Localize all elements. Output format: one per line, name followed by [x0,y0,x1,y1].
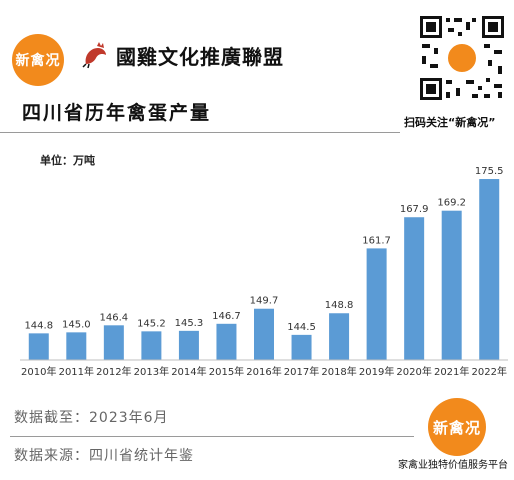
value-label: 145.3 [175,318,204,329]
value-label: 145.2 [137,318,166,329]
value-label: 146.4 [100,312,129,323]
brand-logo-badge: 新禽况 [12,34,64,86]
value-label: 144.5 [287,322,316,333]
x-tick-label: 2013年 [134,365,169,378]
x-tick-label: 2022年 [472,365,507,378]
value-labels: 144.8 145.0 146.4 145.2 145.3 146.7 149.7 144.5… [24,166,503,333]
alliance-logo: 國雞文化推廣聯盟 [80,40,284,70]
bar-2019年 [366,248,387,360]
bar-2014年 [178,330,199,360]
value-label: 144.8 [24,320,53,331]
unit-label: 单位：万吨 [40,154,95,167]
title-divider [0,132,400,133]
value-label: 167.9 [400,204,429,215]
x-tick-label: 2018年 [321,365,356,378]
value-label: 146.7 [212,311,241,322]
data-cutoff: 数据截至：2023年6月 [14,410,169,426]
value-label: 148.8 [325,300,354,311]
bar-2015年 [216,323,237,360]
bar-2013年 [141,331,162,360]
footer-divider [10,436,414,437]
value-label: 149.7 [250,296,279,307]
x-tick-label: 2012年 [96,365,131,378]
bar-2018年 [329,313,350,360]
value-label: 145.0 [62,319,91,330]
value-label: 161.7 [362,235,391,246]
bar-2022年 [479,179,500,360]
bar-2016年 [254,308,274,360]
value-label: 169.2 [437,198,466,209]
bar-2011年 [66,332,87,360]
brand-slogan: 家禽业独特价值服务平台 [398,460,508,471]
qr-code[interactable] [418,14,506,102]
x-tick-label: 2011年 [59,365,94,378]
qr-caption: 扫码关注“新禽况” [404,116,496,129]
x-tick-label: 2017年 [284,365,319,378]
bar-2021年 [441,210,462,360]
x-tick-labels: 2010年 2011年 2012年 2013年 2014年 2015年 2016年 2017年… [21,365,507,378]
x-tick-label: 2020年 [396,365,431,378]
alliance-name: 國雞文化推廣聯盟 [116,44,284,69]
x-tick-label: 2016年 [246,365,281,378]
bar-chart: 144.8 145.0 146.4 145.2 145.3 146.7 149.7 144.5… [20,166,508,378]
chart-title: 四川省历年禽蛋产量 [22,102,212,124]
value-label: 175.5 [475,166,504,177]
data-source: 数据来源：四川省统计年鉴 [14,448,194,464]
brand-badge-bottom: 新禽况 [428,398,486,456]
x-tick-label: 2019年 [359,365,394,378]
bar-series [28,179,500,360]
bar-2010年 [28,333,49,360]
bar-2012年 [103,325,124,360]
x-tick-label: 2014年 [171,365,206,378]
x-tick-label: 2010年 [21,365,56,378]
rooster-icon [82,42,106,69]
bar-2020年 [404,217,425,360]
x-tick-label: 2015年 [209,365,244,378]
x-tick-label: 2021年 [434,365,469,378]
bar-2017年 [291,334,312,360]
